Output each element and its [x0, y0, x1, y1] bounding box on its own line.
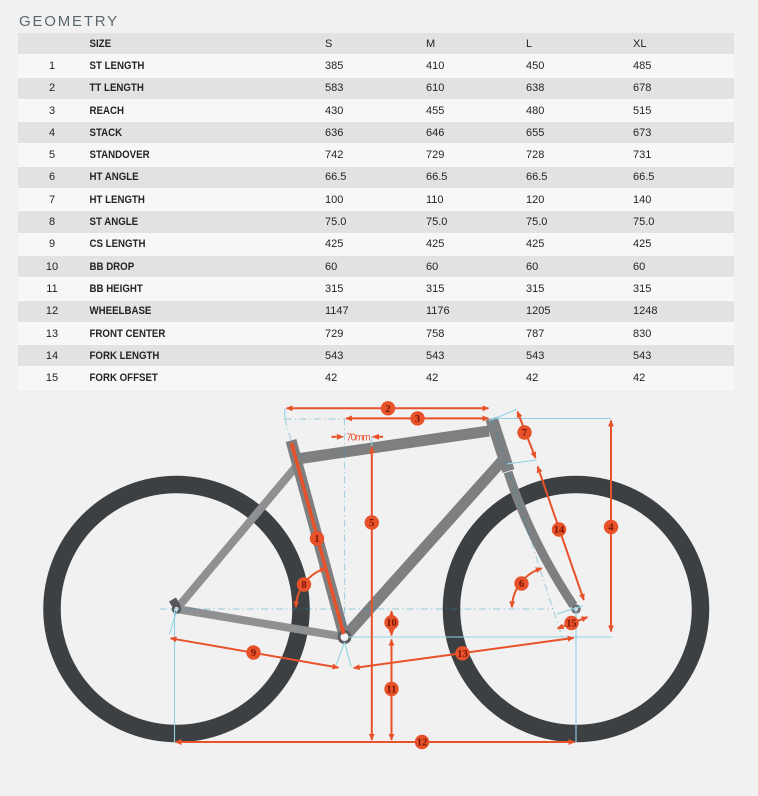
svg-text:4: 4: [608, 523, 614, 534]
svg-text:3: 3: [415, 414, 420, 425]
svg-text:2: 2: [385, 404, 390, 415]
svg-text:5: 5: [369, 518, 374, 529]
svg-text:14: 14: [554, 525, 565, 536]
svg-text:12: 12: [417, 738, 428, 749]
svg-text:1: 1: [314, 534, 319, 545]
svg-text:70mm: 70mm: [346, 432, 370, 443]
svg-text:9: 9: [251, 648, 256, 659]
svg-text:8: 8: [301, 580, 306, 591]
svg-text:11: 11: [387, 685, 397, 696]
svg-text:15: 15: [566, 619, 577, 630]
svg-text:7: 7: [522, 428, 527, 439]
svg-text:6: 6: [519, 579, 524, 590]
svg-text:13: 13: [457, 649, 468, 660]
svg-text:10: 10: [386, 618, 397, 629]
